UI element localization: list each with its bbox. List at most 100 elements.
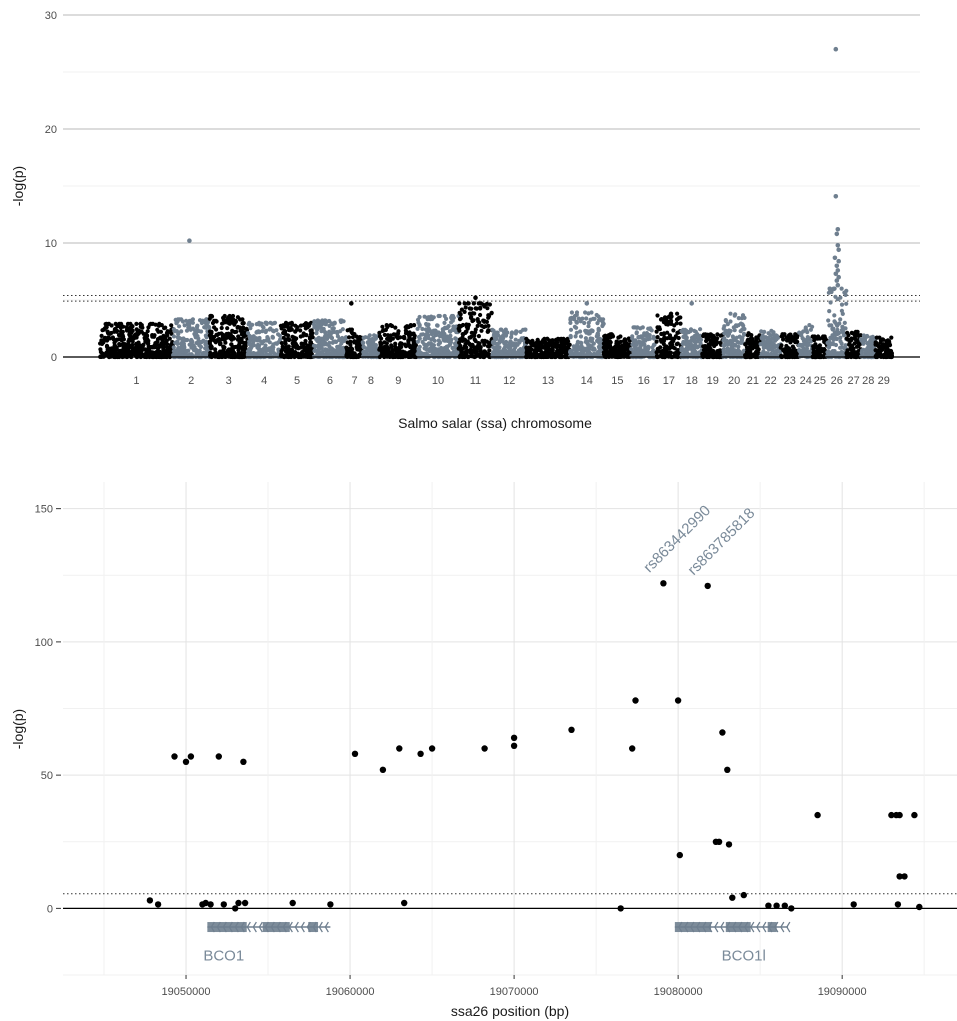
snp-point xyxy=(319,345,324,350)
snp-point xyxy=(329,346,334,351)
snp-point xyxy=(646,344,651,349)
snp-point xyxy=(568,320,573,325)
snp-point xyxy=(464,351,469,356)
snp-point xyxy=(726,340,731,345)
snp-point xyxy=(536,347,541,353)
snp-point xyxy=(218,341,223,346)
snp-point xyxy=(453,336,458,341)
snp-point xyxy=(327,323,332,328)
snp-point xyxy=(164,338,169,343)
snp-point-outlier xyxy=(835,282,841,288)
snp-point xyxy=(222,350,228,355)
snp-point xyxy=(229,337,234,342)
snp-point xyxy=(569,310,575,315)
snp-point xyxy=(221,347,226,352)
snp-point xyxy=(356,337,361,342)
snp-point xyxy=(669,336,674,341)
snp-point xyxy=(187,342,192,347)
chromosome-tick-label: 6 xyxy=(327,375,333,387)
chromosome-tick-label: 16 xyxy=(638,375,650,387)
chromosome-tick-label: 12 xyxy=(503,375,515,387)
snp-point xyxy=(105,352,110,358)
snp-point xyxy=(504,339,509,345)
snp-point xyxy=(251,343,257,348)
snp-point xyxy=(219,325,224,331)
chromosome-tick-label: 1 xyxy=(133,375,139,387)
snp-point xyxy=(835,331,840,337)
snp-point xyxy=(240,758,247,765)
y-tick-label: 30 xyxy=(45,10,57,22)
snp-point xyxy=(596,326,601,331)
snp-point xyxy=(284,337,290,342)
snp-point xyxy=(601,341,607,346)
snp-point xyxy=(625,348,631,353)
snp-point xyxy=(631,325,636,330)
snp-point xyxy=(586,324,591,329)
snp-point xyxy=(596,336,601,341)
snp-point xyxy=(684,352,689,357)
snp-point xyxy=(494,332,500,337)
snp-point xyxy=(722,331,727,336)
snp-point xyxy=(268,326,273,331)
snp-point xyxy=(270,347,275,352)
snp-point xyxy=(319,352,324,358)
snp-point xyxy=(476,334,481,339)
snp-point-outlier xyxy=(836,258,841,264)
snp-point xyxy=(774,337,779,342)
snp-point xyxy=(171,753,178,760)
snp-point xyxy=(208,345,213,350)
snp-point xyxy=(866,347,871,352)
snp-point xyxy=(144,338,149,343)
snp-point xyxy=(464,329,469,334)
snp-point xyxy=(220,321,225,326)
snp-point xyxy=(473,330,478,335)
snp-point xyxy=(468,335,473,340)
snp-point xyxy=(241,899,249,907)
snp-point xyxy=(487,348,492,353)
snp-point xyxy=(340,327,345,332)
y-tick-label: 0 xyxy=(47,903,53,915)
snp-point xyxy=(468,348,473,353)
snp-point xyxy=(367,333,372,338)
snp-point xyxy=(216,337,221,342)
snp-point xyxy=(380,324,385,329)
snp-point xyxy=(447,334,452,339)
snp-point xyxy=(839,302,845,307)
x-tick-label: 19050000 xyxy=(162,986,211,998)
snp-point xyxy=(636,334,642,340)
snp-point-outlier xyxy=(833,194,839,199)
snp-point xyxy=(729,894,736,901)
snp-point xyxy=(316,342,321,348)
snp-point xyxy=(246,322,251,327)
snp-point xyxy=(241,326,246,331)
snp-point xyxy=(389,344,394,349)
snp-point xyxy=(692,333,697,339)
snp-point xyxy=(291,338,296,343)
snp-point xyxy=(486,323,491,328)
snp-point xyxy=(226,347,231,352)
snp-point xyxy=(184,350,189,355)
snp-point xyxy=(465,339,470,344)
snp-point xyxy=(787,332,793,337)
snp-point xyxy=(790,344,796,349)
snp-point xyxy=(279,351,284,356)
snp-point xyxy=(131,351,136,357)
snp-point xyxy=(682,348,687,353)
snp-point xyxy=(243,340,248,345)
snp-point xyxy=(741,331,747,336)
snp-point xyxy=(121,341,126,346)
snp-point xyxy=(393,325,398,330)
snp-point xyxy=(601,321,606,326)
snp-point xyxy=(790,336,795,341)
snp-point xyxy=(550,340,556,345)
gene-tracks: BCO1 BCO1l xyxy=(203,921,791,964)
snp-point xyxy=(731,342,736,347)
snp-point xyxy=(766,331,771,336)
snp-point xyxy=(832,319,837,324)
snp-point xyxy=(374,334,379,339)
snp-point xyxy=(126,339,132,344)
chromosome-tick-label: 11 xyxy=(470,375,481,387)
snp-point xyxy=(449,320,454,325)
snp-point-outlier xyxy=(834,263,840,269)
snp-point xyxy=(436,313,441,319)
